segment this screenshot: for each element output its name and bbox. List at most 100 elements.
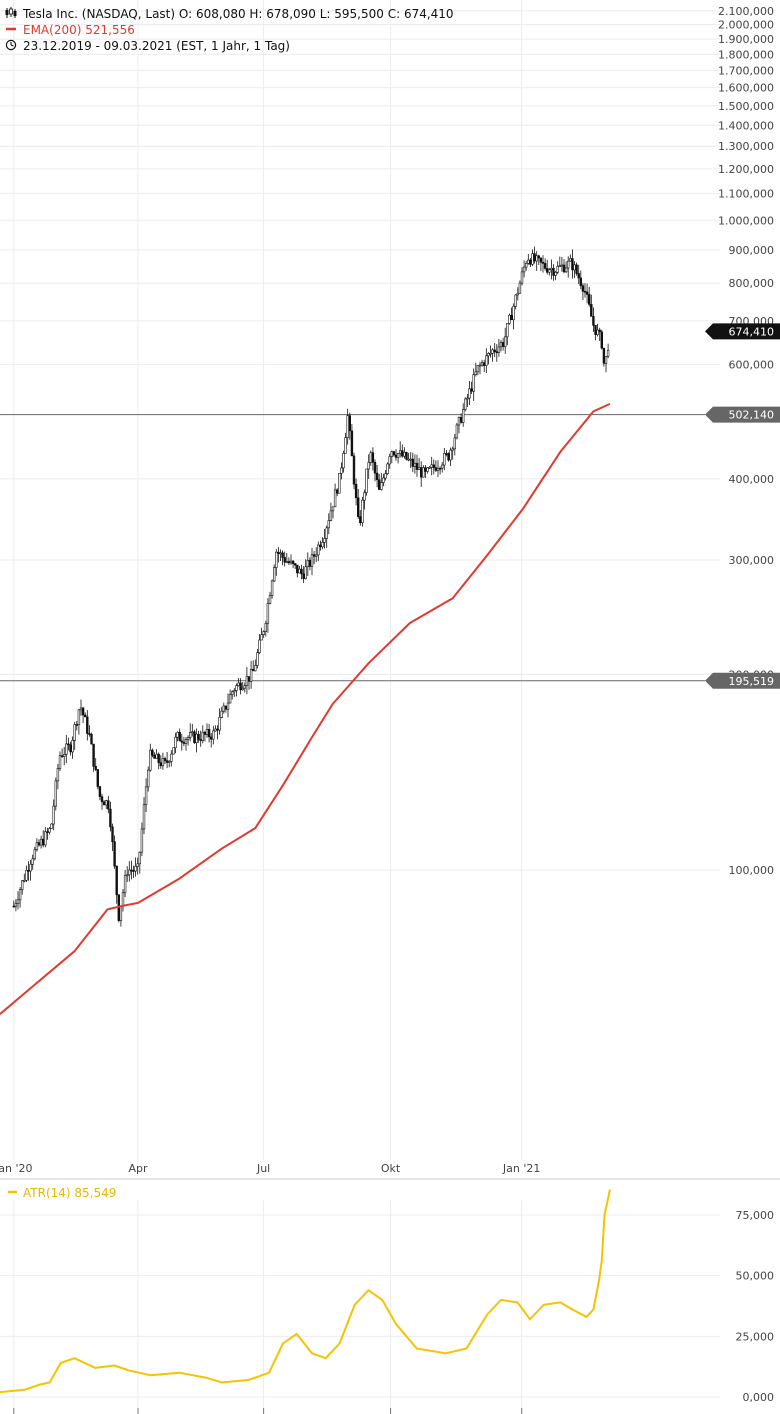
candle: [18, 889, 22, 901]
candle: [363, 492, 366, 501]
candle: [155, 753, 158, 759]
candle: [201, 731, 205, 741]
candle: [558, 265, 562, 267]
candle: [373, 462, 377, 474]
candle: [226, 702, 230, 710]
candle: [33, 849, 37, 860]
candle: [279, 552, 282, 555]
atr-y-axis: 75,000 50,000 25,000 0,000: [736, 1209, 775, 1404]
candle: [147, 769, 150, 788]
candle: [247, 676, 251, 682]
candle: [134, 866, 137, 872]
candle: [432, 464, 436, 468]
candle: [174, 736, 177, 749]
candle: [161, 758, 165, 767]
candle: [197, 733, 200, 740]
candle: [522, 266, 526, 273]
candle: [590, 304, 593, 317]
candle: [79, 707, 83, 711]
candle: [296, 564, 299, 574]
clock-icon: [5, 39, 17, 51]
candle: [342, 452, 345, 469]
candle: [283, 557, 286, 563]
candle: [577, 273, 580, 279]
candle: [506, 323, 509, 338]
candle: [29, 863, 32, 872]
candle: [476, 365, 480, 373]
candle: [149, 749, 152, 771]
candle: [583, 290, 587, 293]
price-tags: 502,140 195,519 674,410: [705, 323, 780, 689]
candle: [571, 258, 574, 271]
candle: [182, 741, 186, 744]
candle: [277, 551, 280, 554]
candle: [73, 724, 76, 741]
candle: [195, 733, 198, 743]
candle: [556, 266, 559, 273]
candle: [287, 561, 291, 564]
candle: [472, 374, 475, 392]
price-grid: [0, 0, 720, 1160]
atr-grid: [0, 1214, 720, 1398]
candle: [352, 455, 356, 485]
price-tag-label: 674,410: [729, 325, 775, 338]
candle: [205, 729, 209, 735]
candle: [384, 473, 387, 479]
candle: [27, 870, 30, 872]
candle: [354, 483, 358, 499]
candle: [602, 347, 606, 364]
candle: [31, 858, 34, 865]
candle: [92, 743, 95, 767]
candle: [459, 417, 463, 423]
candle: [252, 668, 255, 672]
candle: [424, 467, 427, 472]
price-tag: [705, 323, 780, 340]
candle: [140, 828, 144, 853]
candle: [69, 744, 72, 753]
candle: [401, 450, 404, 457]
candle: [487, 353, 490, 357]
candle: [16, 899, 20, 904]
candle: [560, 264, 564, 267]
candle: [58, 755, 62, 769]
candle: [86, 716, 89, 734]
candle: [176, 732, 179, 738]
candle: [75, 724, 79, 726]
candle: [382, 477, 385, 483]
candle: [548, 269, 551, 273]
candle: [554, 272, 557, 276]
candle: [581, 285, 585, 292]
y-tick-label: 1.800,000: [718, 48, 774, 61]
candle: [468, 388, 471, 399]
candle: [184, 739, 188, 744]
candle: [331, 506, 335, 512]
candle: [508, 314, 511, 324]
candle: [462, 409, 465, 423]
atr-series: [0, 1189, 611, 1394]
candle: [119, 905, 123, 921]
candle: [567, 260, 570, 269]
candle: [52, 805, 55, 825]
candle: [90, 733, 93, 745]
candle: [153, 754, 156, 759]
candle: [266, 603, 270, 624]
candle: [224, 705, 228, 710]
candle: [489, 352, 492, 355]
candle: [220, 710, 223, 718]
candle: [464, 398, 467, 410]
y-tick-label: 1.200,000: [718, 163, 774, 176]
candle: [600, 331, 604, 349]
candle: [531, 253, 534, 265]
candle: [466, 397, 469, 400]
candle: [396, 453, 400, 458]
candle: [327, 520, 331, 529]
y-tick-label: 800,000: [729, 277, 775, 290]
candle: [94, 766, 97, 770]
candle: [304, 566, 307, 579]
candle: [285, 561, 289, 563]
atr-line: [0, 1189, 611, 1394]
candle: [518, 282, 522, 294]
candle: [102, 801, 106, 806]
candle: [501, 342, 505, 347]
candle: [210, 736, 213, 740]
